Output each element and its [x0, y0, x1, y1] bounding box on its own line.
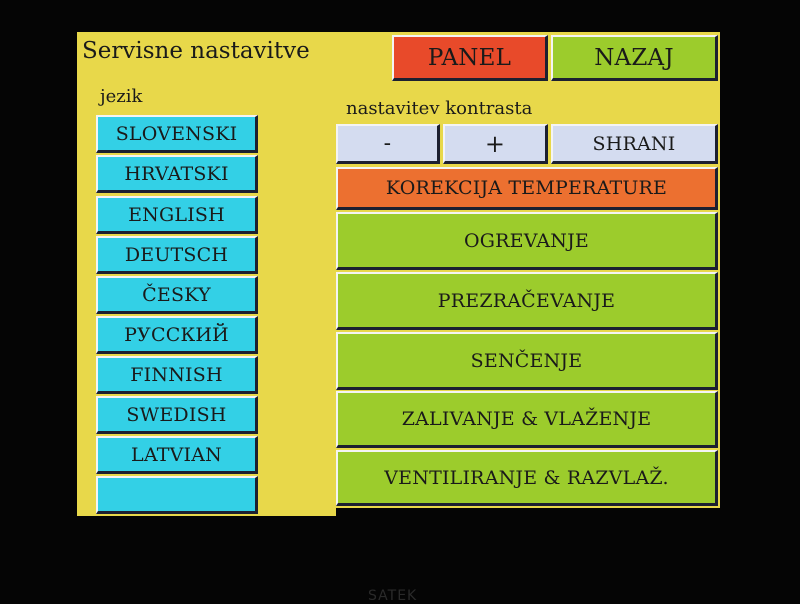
- bezel-logo: SATEK: [368, 588, 418, 604]
- menu-dehumidification-button[interactable]: VENTILIRANJE & RAZVLAŽ.: [336, 450, 718, 506]
- temperature-correction-button[interactable]: KOREKCIJA TEMPERATURE: [336, 167, 718, 210]
- menu-shading-button[interactable]: SENČENJE: [336, 332, 718, 390]
- panel-button[interactable]: PANEL: [392, 35, 548, 81]
- language-deutsch[interactable]: DEUTSCH: [96, 236, 258, 274]
- menu-heating-button[interactable]: OGREVANJE: [336, 212, 718, 270]
- language-cesky[interactable]: ČESKY: [96, 276, 258, 314]
- language-empty[interactable]: [96, 476, 258, 514]
- back-button[interactable]: NAZAJ: [551, 35, 718, 81]
- language-hrvatski[interactable]: HRVATSKI: [96, 155, 258, 193]
- contrast-save-button[interactable]: SHRANI: [551, 124, 718, 164]
- language-finnish[interactable]: FINNISH: [96, 356, 258, 394]
- page-title: Servisne nastavitve: [82, 38, 310, 64]
- contrast-plus-button[interactable]: +: [443, 124, 548, 164]
- screen-edge: [336, 508, 720, 518]
- language-latvian[interactable]: LATVIAN: [96, 436, 258, 474]
- language-slovenski[interactable]: SLOVENSKI: [96, 115, 258, 153]
- language-english[interactable]: ENGLISH: [96, 196, 258, 234]
- language-label: jezik: [100, 86, 143, 107]
- contrast-minus-button[interactable]: -: [336, 124, 440, 164]
- language-swedish[interactable]: SWEDISH: [96, 396, 258, 434]
- language-russian[interactable]: РУССКИЙ: [96, 316, 258, 354]
- contrast-label: nastavitev kontrasta: [346, 98, 533, 119]
- menu-ventilation-button[interactable]: PREZRAČEVANJE: [336, 272, 718, 330]
- menu-irrigation-button[interactable]: ZALIVANJE & VLAŽENJE: [336, 391, 718, 448]
